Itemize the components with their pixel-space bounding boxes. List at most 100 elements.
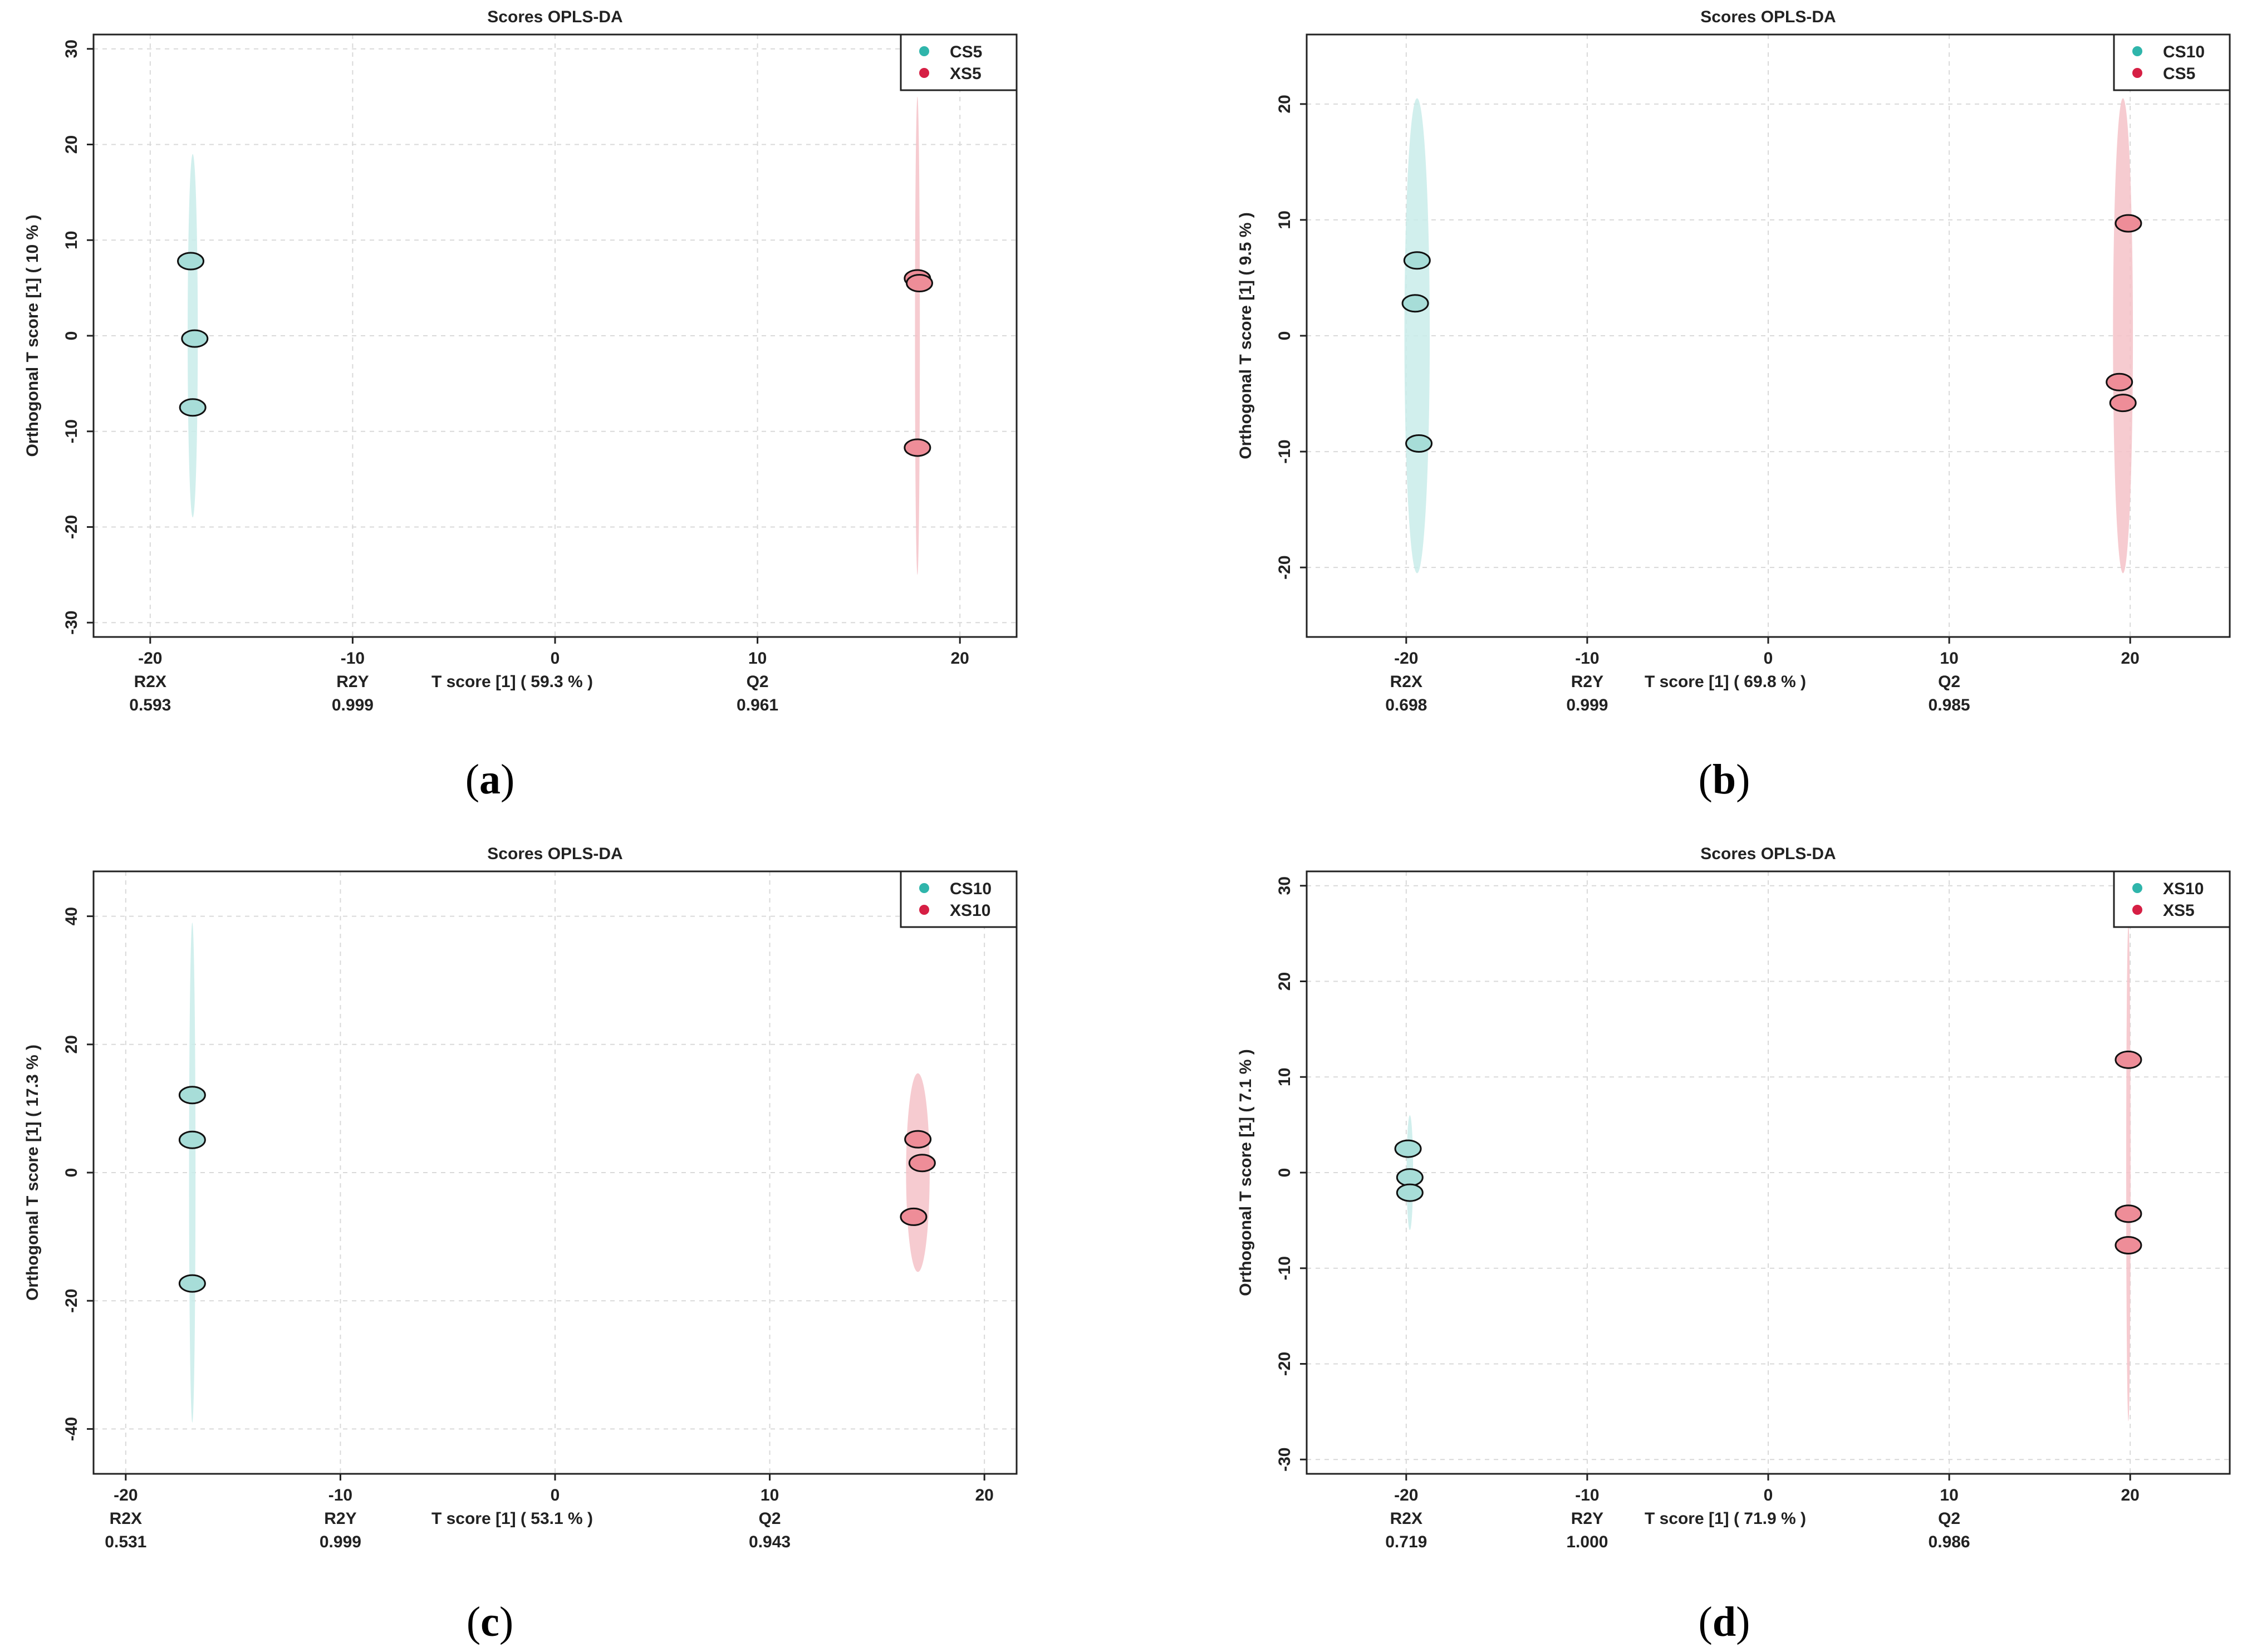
legend-swatch-cs5 (2132, 68, 2142, 78)
x-tick-label: 0 (551, 649, 560, 668)
data-point-cs5 (179, 398, 207, 417)
stat-label-r2y: R2Y (1571, 673, 1603, 691)
x-axis-label: T score [1] ( 69.8 % ) (1645, 673, 1806, 691)
stat-value-q2: 0.986 (1929, 1533, 1970, 1551)
x-tick-label: 10 (1940, 1486, 1958, 1504)
legend-box (900, 33, 1018, 91)
stat-label-r2y: R2Y (324, 1509, 356, 1528)
legend-label-xs10: XS10 (950, 901, 990, 920)
data-point-xs5 (2115, 1204, 2142, 1223)
confidence-ellipse-cs10 (189, 923, 196, 1423)
stat-label-r2y: R2Y (1571, 1509, 1603, 1528)
y-axis-label: Orthogonal T score [1] ( 17.3 % ) (23, 1045, 42, 1301)
y-tick-label: 20 (1275, 95, 1294, 113)
caption-open-paren: ( (465, 756, 479, 803)
x-tick-label: -10 (328, 1486, 352, 1504)
panel-caption: (a) (465, 756, 515, 803)
stat-value-q2: 0.985 (1929, 696, 1970, 714)
stat-value-r2x: 0.698 (1385, 696, 1427, 714)
y-tick-label: -20 (1275, 555, 1294, 579)
stat-label-r2x: R2X (134, 673, 166, 691)
x-tick-label: 20 (2121, 649, 2140, 668)
data-point-xs5 (2115, 1050, 2142, 1069)
y-axis-label: Orthogonal T score [1] ( 7.1 % ) (1237, 1049, 1255, 1296)
data-point-xs10 (1394, 1139, 1422, 1158)
y-tick-label: -10 (1275, 1256, 1294, 1280)
x-tick-label: 10 (748, 649, 767, 668)
data-point-xs5 (905, 274, 933, 293)
x-tick-label: -10 (1575, 1486, 1599, 1504)
x-tick-label: -20 (1394, 649, 1418, 668)
legend-swatch-cs10 (919, 883, 929, 893)
x-tick-label: -20 (138, 649, 162, 668)
y-tick-label: 10 (1275, 1068, 1294, 1086)
data-point-xs10 (900, 1207, 928, 1226)
data-point-cs10 (1401, 294, 1429, 313)
stat-label-r2y: R2Y (336, 673, 369, 691)
x-tick-label: 10 (761, 1486, 779, 1504)
confidence-ellipse-xs5 (2126, 924, 2131, 1421)
x-tick-label: 20 (975, 1486, 993, 1504)
x-axis-label: T score [1] ( 71.9 % ) (1645, 1509, 1806, 1528)
caption-letter: d (1713, 1599, 1736, 1645)
stat-value-r2y: 0.999 (1566, 696, 1608, 714)
x-axis-label: T score [1] ( 59.3 % ) (431, 673, 593, 691)
y-tick-label: -30 (1275, 1448, 1294, 1472)
panel-caption: (b) (1699, 756, 1750, 803)
data-point-xs5 (904, 438, 931, 457)
chart-panel-b: Scores OPLS-DA -20 -10 0 10 20 -20 -10 0 10 20 Orth… (1237, 8, 2231, 803)
chart-title: Scores OPLS-DA (1700, 845, 1836, 863)
caption-close-paren: ) (1736, 1599, 1750, 1645)
y-tick-label: 40 (62, 907, 81, 925)
y-tick-label: 10 (62, 231, 81, 249)
chart-panel-a: Scores OPLS-DA -20 -10 0 10 20 -30 -20 -10 0 10 20 3… (23, 8, 1018, 803)
chart-title: Scores OPLS-DA (1700, 8, 1836, 26)
stat-label-r2x: R2X (1390, 673, 1422, 691)
y-tick-label: 0 (1275, 1168, 1294, 1178)
stat-label-q2: Q2 (1938, 673, 1960, 691)
y-tick-label: 0 (1275, 331, 1294, 341)
data-point-cs10 (1405, 434, 1433, 453)
x-tick-label: 10 (1940, 649, 1958, 668)
legend-label-cs5: CS5 (950, 43, 982, 61)
chart-title: Scores OPLS-DA (487, 845, 622, 863)
legend-swatch-xs10 (919, 905, 929, 915)
x-tick-label: 0 (1764, 649, 1773, 668)
y-tick-label: 10 (1275, 210, 1294, 229)
y-axis-label: Orthogonal T score [1] ( 10 % ) (23, 214, 42, 457)
confidence-ellipse-cs5 (2113, 98, 2133, 573)
legend-label-xs5: XS5 (950, 65, 982, 83)
stat-label-q2: Q2 (759, 1509, 781, 1528)
confidence-ellipse-xs10 (906, 1073, 930, 1272)
legend-box (2113, 870, 2231, 928)
x-tick-label: 20 (2121, 1486, 2140, 1504)
chart-panel-d: Scores OPLS-DA -20 -10 0 10 20 -30 -20 -10 0 10 20 3… (1237, 845, 2231, 1645)
caption-letter: a (479, 756, 501, 803)
y-axis-label: Orthogonal T score [1] ( 9.5 % ) (1237, 212, 1255, 459)
y-tick-label: -20 (62, 1289, 81, 1313)
caption-open-paren: ( (1699, 756, 1713, 803)
legend-swatch-xs5 (919, 68, 929, 78)
y-tick-label: -10 (1275, 439, 1294, 463)
data-point-xs10 (908, 1154, 936, 1173)
stat-value-r2y: 0.999 (332, 696, 374, 714)
data-point-cs5 (181, 329, 209, 348)
caption-open-paren: ( (1699, 1599, 1713, 1645)
panel-caption: (c) (467, 1599, 513, 1645)
data-point-xs10 (1396, 1183, 1424, 1202)
x-tick-label: -20 (1394, 1486, 1418, 1504)
caption-close-paren: ) (501, 756, 514, 803)
caption-close-paren: ) (499, 1599, 513, 1645)
stat-label-q2: Q2 (1938, 1509, 1960, 1528)
data-point-xs5 (2115, 1236, 2142, 1255)
x-tick-label: 0 (1764, 1486, 1773, 1504)
stat-label-r2x: R2X (110, 1509, 142, 1528)
chart-title: Scores OPLS-DA (487, 8, 622, 26)
caption-letter: c (480, 1599, 499, 1645)
y-tick-label: 30 (1275, 876, 1294, 895)
x-tick-label: -10 (1575, 649, 1599, 668)
legend-label-xs5: XS5 (2163, 901, 2195, 920)
data-point-cs10 (178, 1274, 206, 1293)
data-point-cs5 (2109, 394, 2137, 413)
